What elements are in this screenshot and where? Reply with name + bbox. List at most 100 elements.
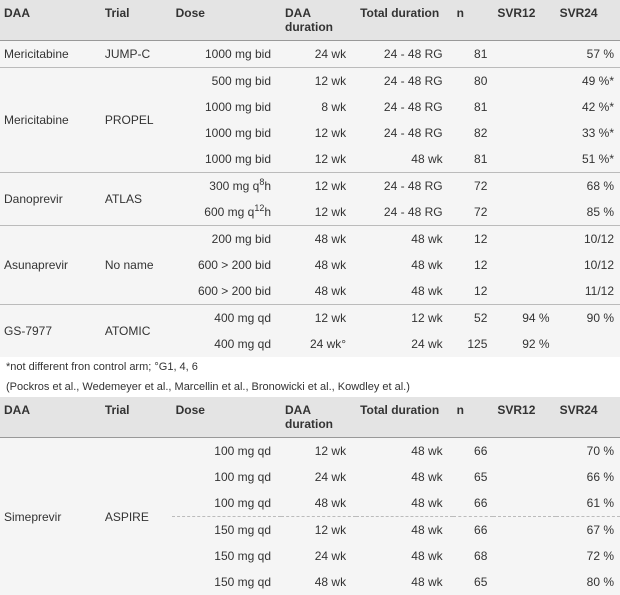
- cell: 72: [453, 199, 494, 226]
- cell: 150 mg qd: [172, 517, 281, 544]
- table-row: DanoprevirATLAS300 mg q8h12 wk24 - 48 RG…: [0, 173, 620, 200]
- cell: 600 > 200 bid: [172, 278, 281, 305]
- cell: 80 %: [556, 569, 620, 595]
- cell-daa: Mericitabine: [0, 68, 101, 173]
- cell: 1000 mg bid: [172, 120, 281, 146]
- cell: 65: [453, 464, 494, 490]
- cell: 24 wk: [281, 543, 356, 569]
- cell: 61 %: [556, 490, 620, 517]
- table-row: MericitabinePROPEL500 mg bid12 wk24 - 48…: [0, 68, 620, 95]
- cell-trial: ATLAS: [101, 173, 172, 226]
- footnote-1: *not different fron control arm; °G1, 4,…: [0, 357, 620, 377]
- cell: 72: [453, 173, 494, 200]
- cell-daa: Danoprevir: [0, 173, 101, 226]
- cell: 150 mg qd: [172, 543, 281, 569]
- column-header: SVR24: [556, 0, 620, 41]
- cell: [493, 438, 555, 465]
- cell-daa: Asunaprevir: [0, 226, 101, 305]
- table-2: DAATrialDoseDAA durationTotal durationnS…: [0, 397, 620, 595]
- cell: 48 wk: [356, 464, 453, 490]
- cell: 12 wk: [281, 68, 356, 95]
- cell: 12: [453, 226, 494, 253]
- cell: 68 %: [556, 173, 620, 200]
- footnote-2: (Pockros et al., Wedemeyer et al., Marce…: [0, 377, 620, 397]
- cell: 48 wk: [281, 252, 356, 278]
- column-header: SVR12: [493, 0, 555, 41]
- cell: 400 mg qd: [172, 305, 281, 332]
- cell: 66 %: [556, 464, 620, 490]
- cell: [493, 94, 555, 120]
- cell: [493, 199, 555, 226]
- column-header: DAA duration: [281, 397, 356, 438]
- column-header: DAA: [0, 0, 101, 41]
- cell: 10/12: [556, 226, 620, 253]
- column-header: Total duration: [356, 397, 453, 438]
- cell: 24 - 48 RG: [356, 94, 453, 120]
- cell-daa: Mericitabine: [0, 41, 101, 68]
- cell-trial: ATOMIC: [101, 305, 172, 358]
- cell: 33 %*: [556, 120, 620, 146]
- cell: 48 wk: [356, 490, 453, 517]
- cell: 48 wk: [281, 226, 356, 253]
- table-1: DAATrialDoseDAA durationTotal durationnS…: [0, 0, 620, 357]
- column-header: Total duration: [356, 0, 453, 41]
- cell: 42 %*: [556, 94, 620, 120]
- cell: 48 wk: [356, 543, 453, 569]
- cell: 94 %: [493, 305, 555, 332]
- cell: 10/12: [556, 252, 620, 278]
- cell: 90 %: [556, 305, 620, 332]
- cell: 24 - 48 RG: [356, 41, 453, 68]
- cell: 12 wk: [356, 305, 453, 332]
- cell: 85 %: [556, 199, 620, 226]
- cell: 48 wk: [356, 569, 453, 595]
- cell: 100 mg qd: [172, 464, 281, 490]
- cell: 150 mg qd: [172, 569, 281, 595]
- cell: 57 %: [556, 41, 620, 68]
- cell: 12 wk: [281, 120, 356, 146]
- cell: 600 > 200 bid: [172, 252, 281, 278]
- cell: [493, 569, 555, 595]
- cell-daa: GS-7977: [0, 305, 101, 358]
- cell: 48 wk: [281, 278, 356, 305]
- cell: 24 wk: [281, 41, 356, 68]
- column-header: DAA: [0, 397, 101, 438]
- column-header: Dose: [172, 397, 281, 438]
- cell: [493, 464, 555, 490]
- cell: 68: [453, 543, 494, 569]
- cell: 67 %: [556, 517, 620, 544]
- cell: 48 wk: [281, 569, 356, 595]
- cell: 12: [453, 278, 494, 305]
- cell: 300 mg q8h: [172, 173, 281, 200]
- cell: 51 %*: [556, 146, 620, 173]
- cell: 92 %: [493, 331, 555, 357]
- cell: 12 wk: [281, 438, 356, 465]
- cell: [493, 543, 555, 569]
- cell: [493, 41, 555, 68]
- cell: 72 %: [556, 543, 620, 569]
- cell-trial: JUMP-C: [101, 41, 172, 68]
- cell: [493, 173, 555, 200]
- cell-trial: No name: [101, 226, 172, 305]
- cell: 66: [453, 517, 494, 544]
- cell: [493, 68, 555, 95]
- column-header: Dose: [172, 0, 281, 41]
- cell: 82: [453, 120, 494, 146]
- cell-trial: PROPEL: [101, 68, 172, 173]
- cell: [493, 278, 555, 305]
- cell: 49 %*: [556, 68, 620, 95]
- cell: 24 - 48 RG: [356, 173, 453, 200]
- cell: 400 mg qd: [172, 331, 281, 357]
- cell: 1000 mg bid: [172, 94, 281, 120]
- column-header: DAA duration: [281, 0, 356, 41]
- cell: 1000 mg bid: [172, 146, 281, 173]
- cell: 70 %: [556, 438, 620, 465]
- cell: [493, 146, 555, 173]
- cell: 12 wk: [281, 305, 356, 332]
- column-header: SVR24: [556, 397, 620, 438]
- table-row: GS-7977ATOMIC400 mg qd12 wk12 wk5294 %90…: [0, 305, 620, 332]
- column-header: n: [453, 397, 494, 438]
- cell: 100 mg qd: [172, 438, 281, 465]
- column-header: n: [453, 0, 494, 41]
- cell: 48 wk: [356, 438, 453, 465]
- cell: 48 wk: [356, 146, 453, 173]
